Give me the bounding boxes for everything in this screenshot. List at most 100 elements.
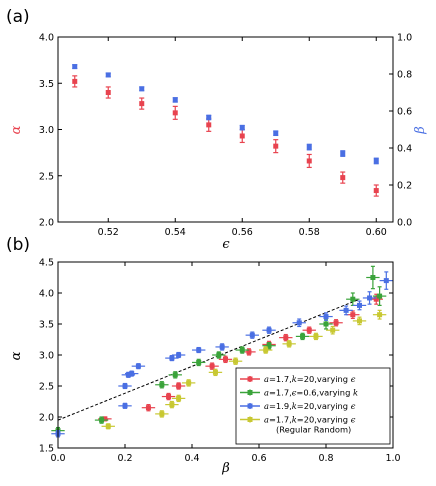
- data-point: [357, 318, 362, 324]
- y-right-tick-label: 0.0: [397, 218, 412, 229]
- panel-b: (b) 0.0 0.2 0.4 0.6 0.8 1.0 1.5 2.0 2.5 3.0 3.5 4.…: [6, 235, 401, 476]
- panel-b-data-marks: [51, 265, 393, 438]
- data-point: [263, 347, 269, 353]
- y-tick-label: 2.5: [39, 382, 54, 393]
- data-point: [333, 320, 339, 326]
- data-point: [176, 395, 182, 401]
- data-point: [323, 314, 329, 320]
- y-right-tick-label: 0.2: [397, 181, 412, 192]
- data-point: [196, 347, 202, 353]
- data-point: [377, 293, 383, 299]
- data-point: [99, 417, 105, 423]
- y-right-tick-label: 0.8: [397, 70, 412, 81]
- data-point: [212, 369, 218, 375]
- data-point: [246, 349, 252, 355]
- x-tick-label: 0.56: [232, 227, 253, 238]
- data-point: [139, 101, 145, 107]
- data-point: [306, 144, 312, 150]
- data-point: [125, 372, 131, 378]
- data-point: [223, 356, 228, 362]
- x-tick-label: 1.0: [385, 453, 400, 464]
- data-point: [239, 347, 245, 353]
- y-tick-label: 3.0: [39, 125, 54, 136]
- data-point: [233, 358, 239, 364]
- data-point: [209, 363, 215, 369]
- panel-b-x-ticks: 0.0 0.2 0.4 0.6 0.8 1.0: [50, 262, 401, 464]
- legend-entry-label-line2: (Regular Random): [276, 425, 351, 435]
- data-point: [176, 352, 182, 358]
- panel-a-label: (a): [6, 7, 30, 27]
- data-point: [186, 380, 192, 386]
- data-point: [169, 355, 175, 361]
- x-tick-label: 0.0: [50, 453, 65, 464]
- data-point: [172, 372, 178, 378]
- data-point: [129, 371, 135, 377]
- x-tick-label: 0.52: [98, 227, 119, 238]
- y-tick-label: 4.5: [39, 258, 54, 269]
- data-point: [300, 333, 306, 339]
- data-point: [283, 335, 289, 341]
- x-tick-label: 0.4: [184, 453, 199, 464]
- data-point: [286, 341, 292, 347]
- x-tick-label: 0.2: [117, 453, 132, 464]
- panel-b-legend: a=1.7,k=20,varying ϵ a=1.7,ϵ=0.6,varying …: [235, 367, 391, 445]
- data-point: [357, 302, 362, 308]
- data-point: [373, 158, 379, 164]
- legend-swatch-marker: [247, 376, 253, 382]
- data-point: [206, 114, 212, 120]
- data-point: [159, 411, 165, 417]
- data-point: [72, 78, 78, 84]
- data-point: [323, 321, 329, 327]
- data-point: [377, 312, 383, 318]
- panel-b-y-axis-label: α: [9, 351, 24, 360]
- data-point: [239, 133, 245, 139]
- data-point: [373, 188, 379, 194]
- data-point: [273, 143, 279, 149]
- data-point: [166, 394, 172, 400]
- data-point: [206, 122, 212, 128]
- panel-a-data-marks: [72, 64, 379, 197]
- data-point: [296, 320, 302, 326]
- data-point: [239, 125, 245, 131]
- data-point: [135, 363, 141, 369]
- data-point: [159, 382, 165, 388]
- y-tick-label: 1.5: [39, 444, 54, 455]
- data-point: [122, 383, 128, 389]
- legend-swatch-marker: [247, 390, 253, 395]
- data-point: [249, 332, 255, 338]
- data-point: [343, 307, 349, 313]
- data-point: [105, 90, 111, 95]
- panel-a-left-y-ticks: 2.0 2.5 3.0 3.5 4.0: [39, 33, 62, 229]
- data-point: [330, 327, 336, 333]
- legend-entry-label: a=1.7,k=20,varying ϵ: [264, 415, 356, 425]
- data-point: [122, 403, 128, 409]
- data-point: [216, 352, 222, 358]
- y-tick-label: 2.0: [39, 413, 54, 424]
- legend-box: [235, 367, 391, 445]
- data-point: [145, 405, 151, 411]
- data-point: [273, 130, 279, 136]
- y-tick-label: 3.0: [39, 351, 54, 362]
- data-point: [383, 278, 389, 284]
- panel-b-y-ticks: 1.5 2.0 2.5 3.0 3.5 4.0 4.5: [39, 258, 393, 455]
- y-right-tick-label: 1.0: [397, 33, 412, 44]
- data-point: [172, 110, 178, 116]
- y-tick-label: 4.0: [39, 289, 54, 300]
- data-point: [306, 158, 312, 164]
- data-point: [176, 383, 182, 389]
- panel-b-label: (b): [6, 235, 30, 255]
- data-point: [313, 333, 319, 339]
- y-right-tick-label: 0.4: [397, 144, 412, 155]
- data-point: [350, 312, 356, 318]
- panel-a-right-y-ticks: 0.0 0.2 0.4 0.6 0.8 1.0: [389, 33, 412, 229]
- y-tick-label: 3.5: [39, 320, 54, 331]
- panel-b-x-axis-label: β: [221, 461, 230, 476]
- panel-a-x-ticks: 0.52 0.54 0.56 0.58 0.60: [98, 37, 387, 238]
- data-point: [169, 402, 175, 408]
- data-point: [306, 327, 312, 333]
- data-point: [139, 86, 145, 92]
- data-point: [373, 296, 379, 302]
- panel-a-left-y-axis-label: α: [9, 125, 24, 134]
- legend-swatch-marker: [247, 417, 253, 422]
- legend-entry-label: a=1.9,k=20,varying ϵ: [264, 401, 356, 411]
